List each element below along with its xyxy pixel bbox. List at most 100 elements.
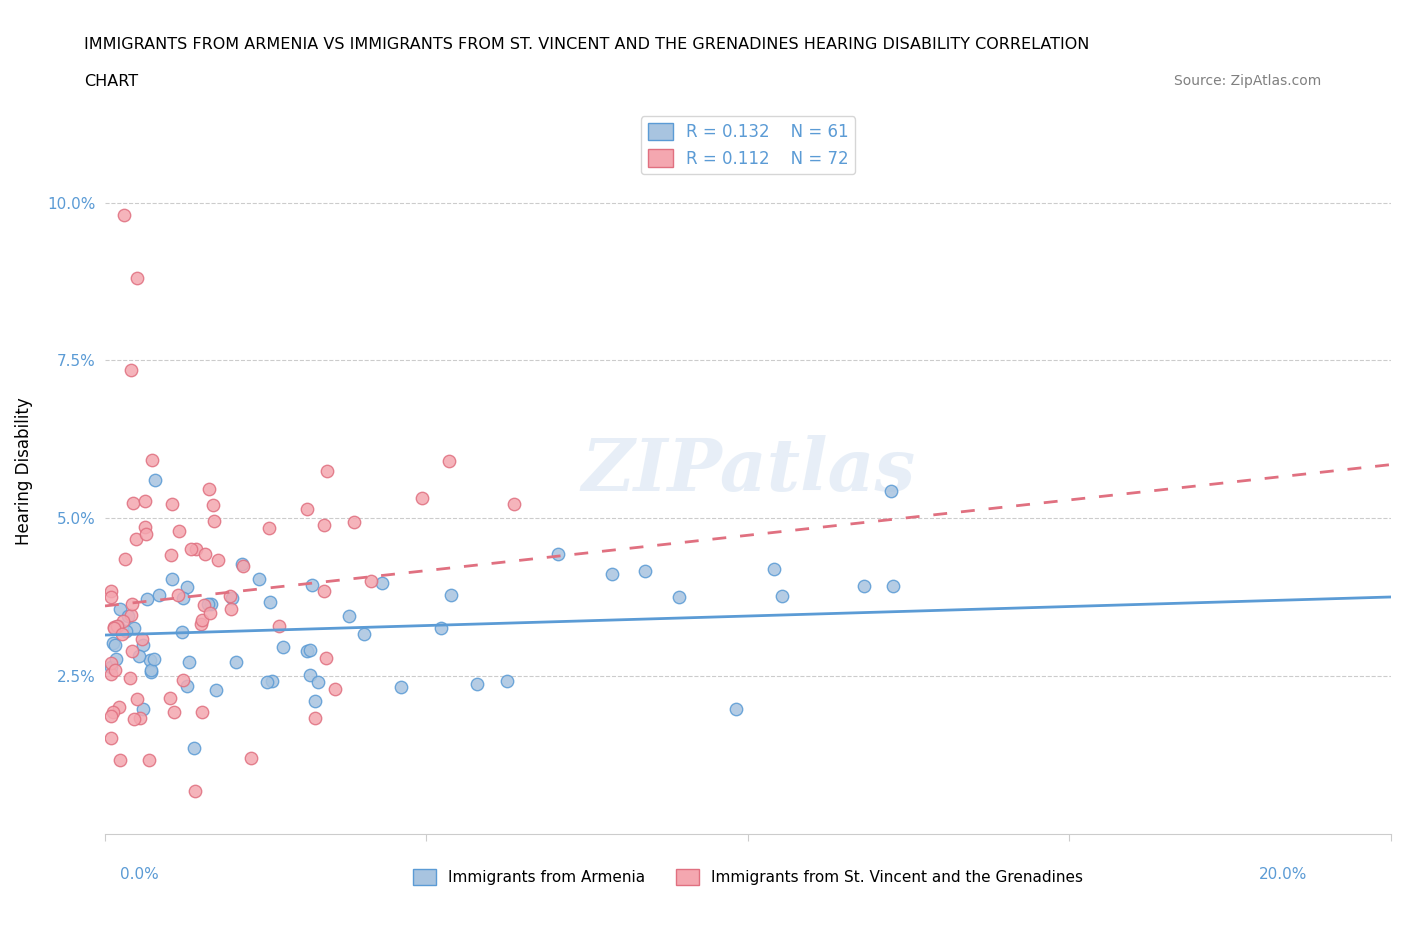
- Point: [132, 701, 155, 716]
- Point: [440, 588, 463, 603]
- Point: [295, 644, 318, 658]
- Point: [202, 513, 225, 528]
- Point: [122, 711, 145, 726]
- Point: [111, 626, 134, 641]
- Point: [304, 711, 326, 725]
- Point: [108, 602, 131, 617]
- Point: [107, 618, 129, 633]
- Point: [304, 694, 326, 709]
- Point: [496, 673, 519, 688]
- Point: [125, 532, 148, 547]
- Text: IMMIGRANTS FROM ARMENIA VS IMMIGRANTS FROM ST. VINCENT AND THE GRENADINES HEARIN: IMMIGRANTS FROM ARMENIA VS IMMIGRANTS FR…: [84, 37, 1090, 52]
- Point: [117, 609, 139, 624]
- Point: [103, 704, 125, 719]
- Point: [763, 562, 786, 577]
- Point: [200, 597, 222, 612]
- Point: [343, 514, 366, 529]
- Point: [121, 644, 143, 659]
- Point: [112, 207, 135, 222]
- Point: [136, 591, 159, 606]
- Point: [100, 659, 122, 674]
- Point: [104, 662, 127, 677]
- Point: [128, 649, 150, 664]
- Point: [135, 526, 157, 541]
- Point: [225, 654, 247, 669]
- Point: [127, 692, 149, 707]
- Point: [160, 548, 183, 563]
- Point: [139, 653, 162, 668]
- Point: [103, 619, 125, 634]
- Point: [103, 621, 125, 636]
- Point: [131, 632, 153, 647]
- Point: [201, 498, 224, 512]
- Point: [100, 590, 122, 604]
- Point: [100, 656, 122, 671]
- Point: [190, 617, 212, 631]
- Point: [134, 520, 156, 535]
- Point: [725, 702, 748, 717]
- Point: [256, 675, 278, 690]
- Point: [315, 651, 337, 666]
- Point: [176, 579, 198, 594]
- Point: [166, 588, 188, 603]
- Text: CHART: CHART: [84, 74, 138, 89]
- Point: [172, 625, 194, 640]
- Point: [547, 546, 569, 561]
- Point: [143, 652, 166, 667]
- Point: [371, 576, 394, 591]
- Point: [177, 655, 200, 670]
- Point: [108, 752, 131, 767]
- Point: [105, 618, 128, 633]
- Point: [100, 708, 122, 723]
- Point: [163, 704, 186, 719]
- Point: [143, 472, 166, 487]
- Point: [132, 638, 155, 653]
- Point: [114, 552, 136, 567]
- Point: [325, 681, 347, 696]
- Point: [307, 674, 329, 689]
- Point: [197, 596, 219, 611]
- Text: 20.0%: 20.0%: [1260, 867, 1308, 882]
- Point: [198, 482, 221, 497]
- Point: [108, 699, 131, 714]
- Point: [852, 578, 875, 593]
- Point: [112, 614, 135, 629]
- Point: [267, 618, 290, 633]
- Point: [271, 640, 294, 655]
- Point: [204, 683, 226, 698]
- Text: ZIPatlas: ZIPatlas: [581, 435, 915, 506]
- Point: [259, 594, 281, 609]
- Point: [124, 620, 146, 635]
- Point: [503, 496, 526, 511]
- Point: [190, 613, 212, 628]
- Point: [120, 607, 142, 622]
- Point: [122, 496, 145, 511]
- Point: [139, 662, 162, 677]
- Point: [430, 620, 453, 635]
- Point: [172, 591, 194, 605]
- Point: [162, 497, 184, 512]
- Point: [353, 627, 375, 642]
- Point: [138, 752, 160, 767]
- Legend: R = 0.132    N = 61, R = 0.112    N = 72: R = 0.132 N = 61, R = 0.112 N = 72: [641, 116, 855, 174]
- Point: [115, 624, 138, 639]
- Point: [127, 271, 149, 286]
- Text: 0.0%: 0.0%: [120, 867, 159, 882]
- Point: [880, 484, 903, 498]
- Point: [162, 572, 184, 587]
- Point: [176, 679, 198, 694]
- Point: [314, 518, 336, 533]
- Point: [411, 490, 433, 505]
- Point: [316, 464, 339, 479]
- Point: [437, 454, 460, 469]
- Text: Source: ZipAtlas.com: Source: ZipAtlas.com: [1174, 74, 1322, 88]
- Point: [882, 578, 904, 593]
- Point: [134, 494, 156, 509]
- Point: [100, 667, 122, 682]
- Point: [247, 571, 270, 586]
- Point: [148, 587, 170, 602]
- Point: [101, 635, 124, 650]
- Point: [301, 578, 323, 592]
- Point: [159, 690, 181, 705]
- Point: [104, 637, 127, 652]
